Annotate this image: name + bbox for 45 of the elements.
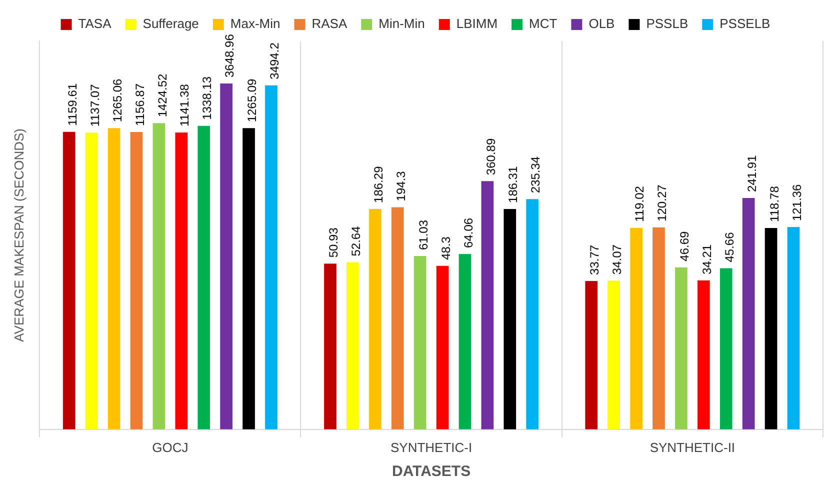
data-label: 1137.07 bbox=[88, 84, 102, 127]
data-label: 1265.09 bbox=[245, 78, 260, 122]
legend-label: RASA bbox=[312, 16, 348, 32]
data-label: 1424.52 bbox=[155, 73, 170, 118]
data-label: 46.69 bbox=[678, 230, 692, 262]
data-label: 34.21 bbox=[700, 244, 714, 274]
data-label: 3494.2 bbox=[268, 42, 282, 80]
legend-label: Sufferage bbox=[142, 16, 199, 32]
legend-label: LBIMM bbox=[456, 16, 498, 32]
data-label: 34.07 bbox=[610, 244, 624, 275]
x-axis-title: DATASETS bbox=[392, 463, 471, 480]
legend-label: Min-Min bbox=[378, 16, 425, 32]
x-tick-label: SYNTHETIC-II bbox=[650, 440, 736, 455]
data-label: 61.03 bbox=[416, 220, 430, 250]
legend-label: PSSELB bbox=[720, 16, 770, 32]
x-tick-label: SYNTHETIC-I bbox=[390, 440, 472, 455]
data-label: 241.91 bbox=[744, 154, 759, 192]
data-label: 360.89 bbox=[484, 138, 498, 176]
data-label: 33.77 bbox=[588, 244, 602, 275]
data-label: 119.02 bbox=[632, 186, 647, 222]
legend-label: TASA bbox=[78, 16, 112, 32]
data-label: 52.64 bbox=[349, 226, 364, 256]
data-label: 50.93 bbox=[326, 227, 341, 258]
data-label: 186.31 bbox=[506, 166, 520, 203]
data-label: 64.06 bbox=[461, 218, 476, 248]
data-label: 1141.38 bbox=[178, 84, 192, 127]
legend-label: Max-Min bbox=[230, 16, 280, 32]
data-label: 1159.61 bbox=[65, 83, 80, 126]
data-label: 121.36 bbox=[790, 184, 804, 222]
y-axis-title: AVERAGE MAKESPAN (SECONDS) bbox=[11, 128, 26, 342]
legend-label: OLB bbox=[588, 16, 615, 32]
data-label: 194.3 bbox=[394, 170, 408, 202]
data-label: 120.27 bbox=[655, 184, 670, 222]
data-label: 186.29 bbox=[371, 166, 386, 203]
legend-label: MCT bbox=[529, 16, 558, 32]
legend-label: PSSLB bbox=[646, 16, 688, 32]
data-label: 45.66 bbox=[722, 232, 736, 262]
data-label: 48.3 bbox=[438, 236, 453, 260]
data-label: 118.78 bbox=[767, 186, 782, 222]
data-label: 1338.13 bbox=[200, 76, 214, 120]
data-label: 1265.06 bbox=[110, 78, 124, 122]
data-label: 1156.87 bbox=[132, 83, 147, 126]
x-tick-label: GOCJ bbox=[152, 440, 188, 455]
data-label: 3648.96 bbox=[222, 34, 237, 78]
data-label: 235.34 bbox=[528, 156, 543, 194]
